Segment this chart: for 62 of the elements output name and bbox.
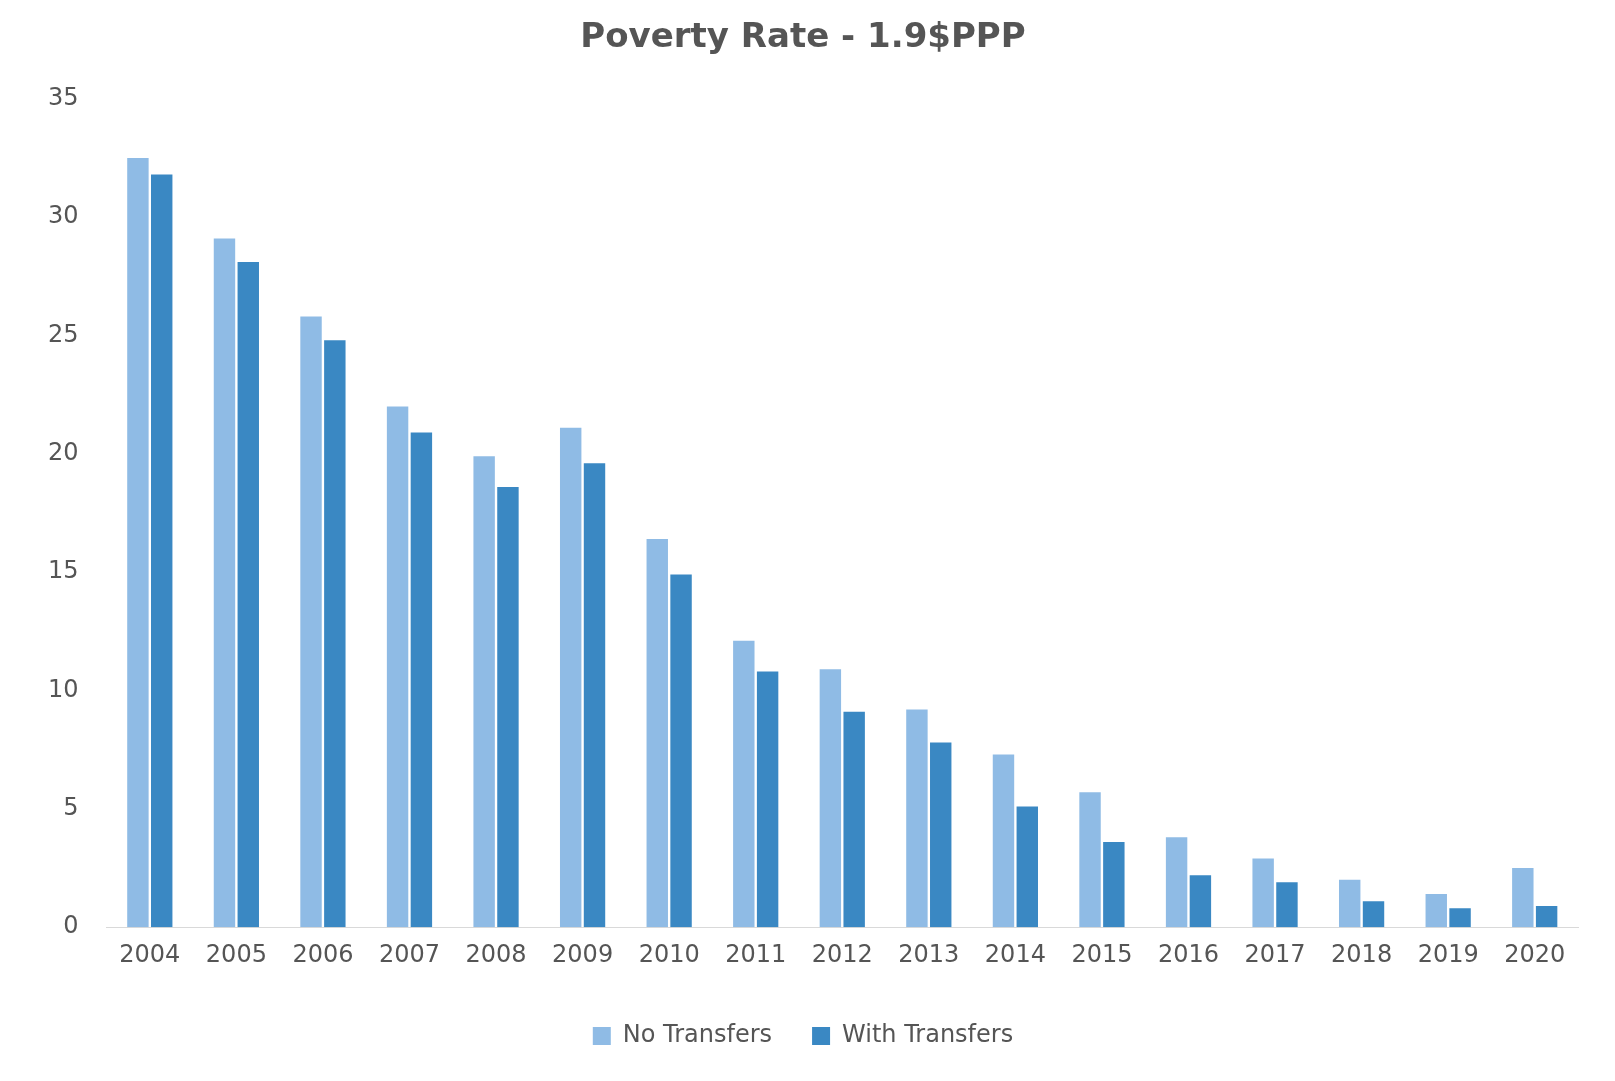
x-tick-label: 2016 (1157, 939, 1220, 968)
bar (733, 640, 755, 928)
legend-label: With Transfers (842, 1020, 1014, 1049)
y-tick-label: 5 (63, 793, 79, 822)
x-tick-label: 2013 (898, 939, 960, 968)
bar (1252, 858, 1274, 928)
x-tick-label: 2006 (292, 939, 354, 968)
bar (1449, 908, 1471, 928)
bar (1339, 879, 1361, 928)
bar (300, 316, 322, 928)
bar (1512, 868, 1534, 928)
bar (646, 539, 668, 928)
legend-label: No Transfers (622, 1020, 773, 1049)
x-tick-label: 2008 (465, 939, 527, 968)
x-tick-label: 2011 (725, 939, 787, 968)
x-tick-label: 2012 (811, 939, 873, 968)
x-tick-label: 2015 (1071, 939, 1133, 968)
bar (324, 340, 346, 928)
y-tick-label: 10 (47, 674, 79, 703)
bar (386, 406, 409, 928)
bar (992, 754, 1015, 928)
bar (1276, 882, 1298, 928)
y-tick-label: 0 (63, 911, 79, 940)
x-tick-label: 2009 (552, 939, 614, 968)
bar (1425, 894, 1447, 928)
bar (583, 463, 606, 928)
bar (213, 238, 236, 928)
bar (930, 742, 952, 928)
x-tick-label: 2014 (984, 939, 1046, 968)
chart-title: Poverty Rate - 1.9$PPP (580, 15, 1026, 56)
y-tick-label: 25 (47, 319, 79, 348)
bar (1535, 905, 1558, 928)
y-tick-label: 15 (47, 556, 79, 585)
x-tick-label: 2018 (1331, 939, 1393, 968)
bar (497, 486, 519, 928)
x-tick-label: 2010 (638, 939, 700, 968)
bar (151, 174, 173, 928)
bar (1362, 901, 1385, 928)
x-tick-label: 2005 (205, 939, 267, 968)
bar (237, 262, 259, 928)
bar (670, 574, 692, 928)
y-tick-label: 35 (47, 83, 79, 112)
bar (843, 711, 865, 928)
x-tick-label: 2020 (1504, 939, 1566, 968)
x-tick-label: 2017 (1244, 939, 1306, 968)
bar (819, 669, 842, 928)
bar (127, 157, 149, 928)
x-tick-label: 2004 (119, 939, 181, 968)
bar (1189, 875, 1212, 928)
bar (756, 671, 779, 928)
bar (473, 456, 495, 928)
bar (1079, 792, 1101, 928)
y-tick-label: 30 (47, 201, 79, 230)
x-tick-label: 2007 (378, 939, 441, 968)
bar (1103, 841, 1125, 928)
bar (410, 432, 433, 928)
bar (1016, 806, 1038, 928)
y-tick-label: 20 (47, 438, 79, 467)
bar (906, 709, 928, 928)
x-tick-label: 2019 (1417, 939, 1479, 968)
bar (1165, 837, 1188, 928)
bar (559, 427, 582, 928)
